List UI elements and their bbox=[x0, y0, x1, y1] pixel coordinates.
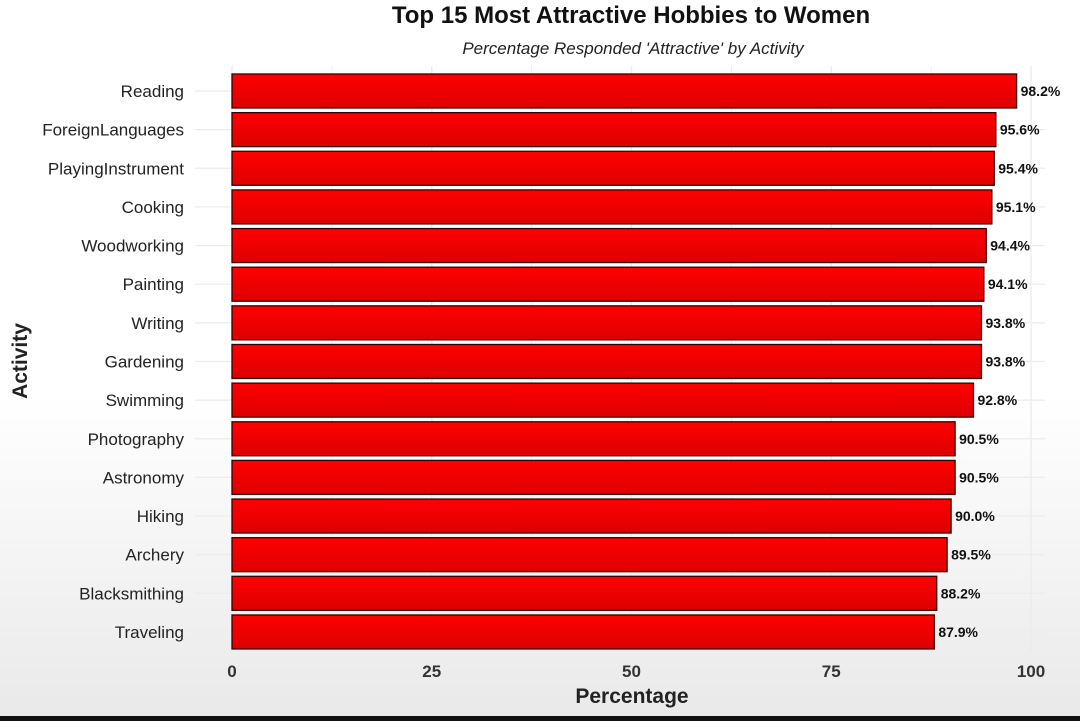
bar-cooking bbox=[231, 189, 993, 225]
category-label: Traveling bbox=[115, 623, 184, 642]
category-label: PlayingInstrument bbox=[48, 159, 184, 178]
x-axis-label: Percentage bbox=[575, 685, 688, 708]
category-label: Swimming bbox=[106, 391, 184, 410]
value-label: 88.2% bbox=[941, 585, 981, 601]
category-label: Astronomy bbox=[103, 468, 185, 487]
value-labels: 98.2% 95.6% 95.4% 95.1% 94.4% 94.1% 93.8% 93.8%… bbox=[938, 83, 1061, 640]
value-label: 95.4% bbox=[998, 160, 1038, 176]
bar-swimming bbox=[231, 382, 975, 418]
value-label: 95.1% bbox=[996, 199, 1036, 215]
category-label: Woodworking bbox=[81, 237, 184, 256]
bottom-border bbox=[0, 716, 1080, 721]
category-label: Cooking bbox=[122, 198, 184, 217]
x-tick-label: 25 bbox=[422, 662, 441, 681]
bar-playinginstrument bbox=[231, 150, 995, 186]
value-label: 98.2% bbox=[1021, 83, 1061, 99]
value-label: 93.8% bbox=[985, 315, 1025, 331]
x-tick-labels: 0 25 50 75 100 bbox=[227, 662, 1045, 681]
bar-hiking bbox=[231, 498, 952, 534]
bar-woodworking bbox=[231, 227, 987, 264]
x-tick-label: 75 bbox=[822, 662, 841, 681]
category-label: Reading bbox=[121, 82, 184, 101]
bar-archery bbox=[231, 537, 948, 573]
category-label: Hiking bbox=[137, 507, 184, 526]
bar-blacksmithing bbox=[231, 575, 938, 611]
bar-astronomy bbox=[231, 459, 956, 496]
value-label: 94.1% bbox=[988, 276, 1028, 292]
y-axis-label: Activity bbox=[9, 323, 32, 399]
value-label: 94.4% bbox=[990, 238, 1030, 254]
bar-foreignlanguages bbox=[231, 111, 997, 148]
value-label: 90.0% bbox=[955, 508, 995, 524]
category-label: ForeignLanguages bbox=[42, 121, 184, 140]
bar-traveling bbox=[231, 614, 935, 650]
category-labels: Reading ForeignLanguages PlayingInstrument… bbox=[42, 82, 184, 642]
category-label: Painting bbox=[123, 275, 184, 294]
value-label: 90.5% bbox=[959, 469, 999, 485]
value-label: 95.6% bbox=[1000, 122, 1040, 138]
bar-reading bbox=[231, 73, 1018, 109]
bar-gardening bbox=[231, 343, 983, 380]
value-label: 87.9% bbox=[938, 624, 978, 640]
chart-title: Top 15 Most Attractive Hobbies to Women bbox=[392, 2, 870, 29]
bar-photography bbox=[231, 421, 956, 457]
value-label: 89.5% bbox=[951, 547, 991, 563]
bar-writing bbox=[231, 305, 983, 341]
category-label: Writing bbox=[131, 314, 184, 333]
value-label: 93.8% bbox=[985, 353, 1025, 369]
x-tick-label: 50 bbox=[622, 662, 641, 681]
x-tick-label: 0 bbox=[227, 662, 236, 681]
bars bbox=[231, 73, 1018, 650]
category-label: Gardening bbox=[105, 352, 184, 371]
x-tick-label: 100 bbox=[1017, 662, 1045, 681]
chart-subtitle: Percentage Responded 'Attractive' by Act… bbox=[462, 39, 805, 58]
category-label: Blacksmithing bbox=[79, 584, 184, 603]
value-label: 92.8% bbox=[977, 392, 1017, 408]
category-label: Photography bbox=[88, 430, 185, 449]
category-label: Archery bbox=[125, 546, 184, 565]
value-label: 90.5% bbox=[959, 431, 999, 447]
bar-painting bbox=[231, 266, 985, 302]
